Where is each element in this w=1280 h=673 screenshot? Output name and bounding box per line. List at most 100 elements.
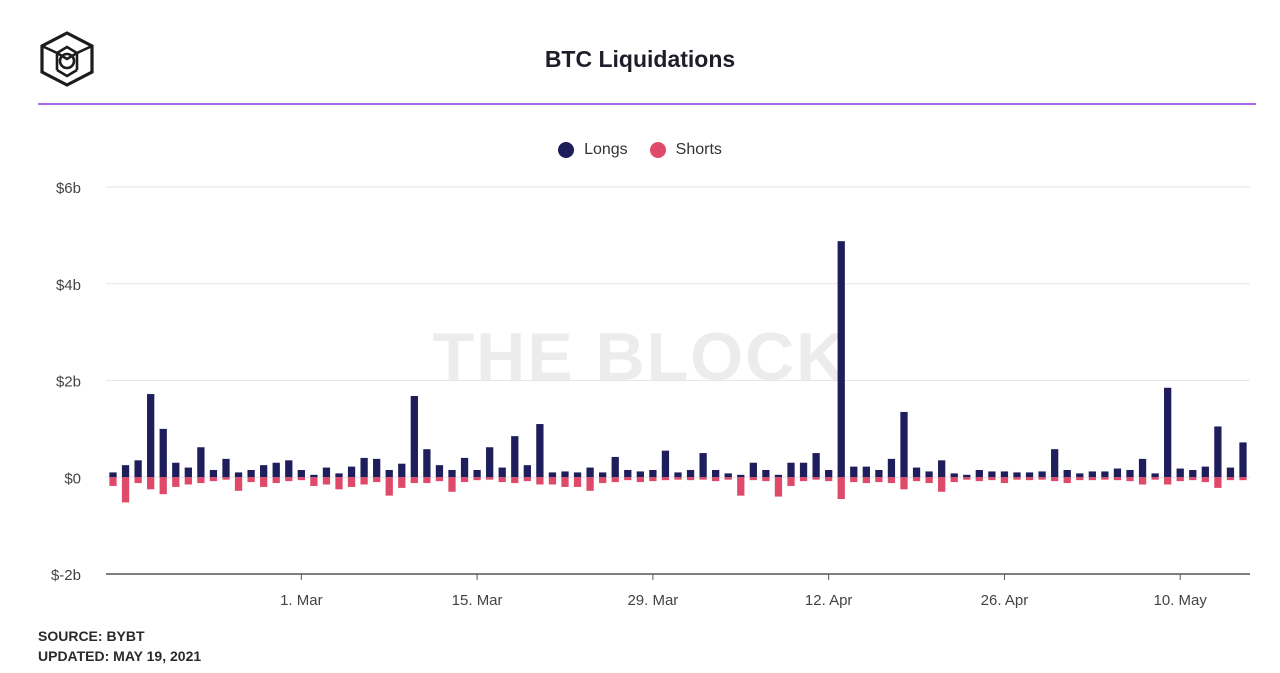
bar-longs [737, 474, 745, 478]
bar-longs [184, 467, 192, 478]
bar-longs [1101, 471, 1109, 478]
bar-shorts [423, 477, 431, 484]
bar-shorts [988, 477, 996, 481]
bar-shorts [222, 477, 230, 480]
bar-longs [900, 411, 908, 478]
bar-longs [963, 474, 971, 478]
bar-longs [573, 472, 582, 478]
bar-shorts [649, 477, 657, 482]
x-tick-label: 29. Mar [627, 592, 678, 609]
bar-shorts [1226, 477, 1235, 481]
bar-shorts [121, 477, 130, 503]
bar-longs [762, 469, 770, 478]
bar-longs [473, 469, 481, 478]
bar-longs [712, 469, 720, 478]
bar-longs [260, 465, 268, 478]
x-tick-label: 1. Mar [280, 592, 323, 609]
bar-longs [674, 472, 682, 478]
legend-item-longs[interactable]: Longs [558, 141, 628, 159]
bar-shorts [1189, 477, 1197, 481]
bar-shorts [548, 477, 557, 485]
bar-shorts [147, 477, 155, 490]
bar-longs [448, 469, 456, 478]
bar-shorts [360, 477, 368, 485]
bar-shorts [586, 477, 594, 491]
bar-shorts [900, 477, 908, 490]
bar-longs [862, 466, 870, 478]
bar-shorts [410, 477, 418, 484]
legend-item-shorts[interactable]: Shorts [649, 141, 722, 159]
bar-shorts [109, 477, 117, 486]
bar-shorts [1025, 477, 1034, 481]
bar-longs [1226, 467, 1235, 478]
bar-longs [1214, 426, 1222, 478]
the-block-logo-icon [40, 31, 94, 87]
bar-shorts [1000, 477, 1009, 484]
legend-swatch-shorts [649, 142, 666, 158]
bar-shorts [850, 477, 858, 483]
bar-shorts [787, 477, 795, 486]
bar-shorts [486, 477, 494, 480]
bar-shorts [699, 477, 707, 480]
bar-longs [950, 473, 958, 478]
x-tick-label: 15. Mar [452, 592, 503, 609]
source-note: SOURCE: BYBT [38, 628, 145, 644]
bar-shorts [247, 477, 255, 483]
bar-shorts [975, 477, 983, 482]
bar-longs [699, 453, 707, 478]
bar-longs [925, 471, 933, 478]
bar-longs [975, 469, 983, 478]
y-tick-label: $6b [56, 180, 81, 197]
bar-longs [887, 458, 896, 478]
bar-shorts [749, 477, 757, 481]
bar-longs [1025, 472, 1034, 478]
bar-shorts [335, 477, 343, 490]
x-tick-label: 10. May [1154, 592, 1208, 609]
bar-longs [209, 469, 218, 478]
bar-longs [799, 462, 808, 478]
bar-longs [988, 471, 996, 478]
bar-shorts [561, 477, 569, 487]
bar-longs [335, 473, 343, 478]
bar-shorts [134, 477, 142, 484]
bar-shorts [159, 477, 167, 495]
bar-longs [322, 467, 331, 478]
bar-longs [272, 462, 280, 478]
bar-longs [938, 460, 946, 478]
watermark: THE BLOCK [432, 319, 848, 395]
bar-longs [1201, 466, 1209, 478]
bar-shorts [624, 477, 632, 481]
bar-shorts [373, 477, 381, 483]
bar-shorts [197, 477, 205, 484]
bar-shorts [285, 477, 293, 482]
bar-longs [611, 456, 619, 478]
x-tick-label: 12. Apr [805, 592, 853, 609]
bar-shorts [674, 477, 682, 480]
bar-longs [1239, 442, 1247, 478]
bar-shorts [774, 477, 783, 497]
bar-longs [109, 472, 117, 478]
bar-shorts [322, 477, 331, 485]
y-tick-label: $-2b [51, 567, 81, 584]
x-tick-label: 26. Apr [981, 592, 1029, 609]
bar-longs [749, 462, 757, 478]
title-divider [38, 103, 1256, 105]
bar-longs [825, 469, 833, 478]
updated-note: UPDATED: MAY 19, 2021 [38, 648, 202, 664]
bar-longs [1088, 471, 1096, 478]
bar-longs [511, 436, 519, 478]
bar-shorts [209, 477, 218, 482]
bar-shorts [599, 477, 607, 484]
bar-shorts [737, 477, 745, 496]
bar-shorts [950, 477, 958, 483]
chart-legend: Longs Shorts [0, 141, 1280, 159]
bar-shorts [234, 477, 243, 491]
bar-longs [197, 447, 205, 478]
bar-shorts [1088, 477, 1096, 481]
bar-longs [850, 466, 858, 478]
bar-longs [172, 462, 180, 478]
legend-swatch-longs [558, 142, 575, 158]
bar-longs [1138, 458, 1147, 478]
bar-longs [410, 395, 418, 478]
bar-shorts [636, 477, 644, 483]
